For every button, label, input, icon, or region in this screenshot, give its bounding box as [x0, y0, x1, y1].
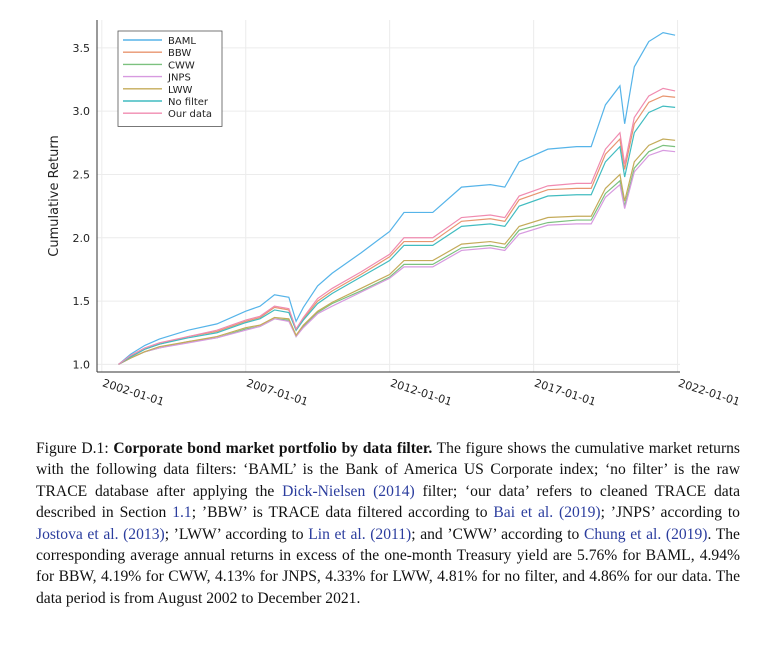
caption-title: Corporate bond market portfolio by data …: [113, 440, 433, 457]
series-line: [118, 144, 676, 365]
citation-link[interactable]: Bai et al. (2019): [493, 504, 601, 522]
x-tick-label: 2017-01-01: [533, 376, 598, 408]
x-tick-label: 2002-01-01: [101, 376, 166, 408]
citation-link[interactable]: 1.1: [172, 504, 192, 522]
series-line: [118, 105, 676, 365]
caption-text: ; ’BBW’ is TRACE data filtered according…: [191, 504, 494, 522]
series-line: [118, 32, 676, 365]
legend-label: BBW: [168, 48, 191, 59]
y-tick-label: 3.5: [73, 42, 91, 55]
legend-box: [117, 30, 223, 127]
citation-link[interactable]: Lin et al. (2011): [308, 525, 412, 543]
legend-label: LWW: [168, 85, 193, 96]
citation-link[interactable]: Dick-Nielsen (2014): [282, 482, 415, 500]
caption-text: . The corresponding average annual retur…: [36, 525, 740, 607]
caption-text: filter; ‘our data’ refers to cleaned TRA…: [36, 482, 740, 522]
legend-label: BAML: [168, 36, 196, 47]
legend-label: Our data: [168, 109, 212, 120]
series-line: [118, 149, 676, 365]
y-tick-label: 1.5: [73, 295, 91, 308]
caption-text: ; ’LWW’ according to: [164, 525, 309, 543]
chart: Cumulative Return 1.0 1.5 2.0 2.5 3.0 3.5 2002…: [47, 20, 742, 409]
y-tick-label: 2.0: [73, 232, 91, 245]
y-tick-label: 2.5: [73, 168, 91, 181]
caption-text: The figure shows the cumulative market r…: [36, 440, 741, 500]
y-axis-label: Cumulative Return: [47, 135, 62, 256]
caption-label: Figure D.1:: [36, 440, 109, 457]
legend-label: JNPS: [167, 73, 191, 84]
citation-link[interactable]: Chung et al. (2019): [583, 525, 708, 543]
series-line: [118, 138, 676, 365]
x-tick-label: 2022-01-01: [677, 376, 742, 408]
series-line: [118, 95, 676, 365]
x-tick-label: 2007-01-01: [245, 376, 310, 408]
figure-caption: Figure D.1: Corporate bond market portfo…: [36, 438, 740, 609]
series-line: [118, 87, 676, 365]
x-tick-label: 2012-01-01: [389, 376, 454, 408]
caption-text: ; ’JNPS’ according to: [600, 504, 740, 522]
y-tick-label: 1.0: [73, 358, 91, 371]
legend-label: No filter: [168, 97, 209, 108]
legend-label: CWW: [168, 60, 195, 71]
citation-link[interactable]: Jostova et al. (2013): [36, 525, 165, 543]
caption-text: ; and ’CWW’ according to: [411, 525, 584, 543]
y-tick-label: 3.0: [73, 105, 91, 118]
